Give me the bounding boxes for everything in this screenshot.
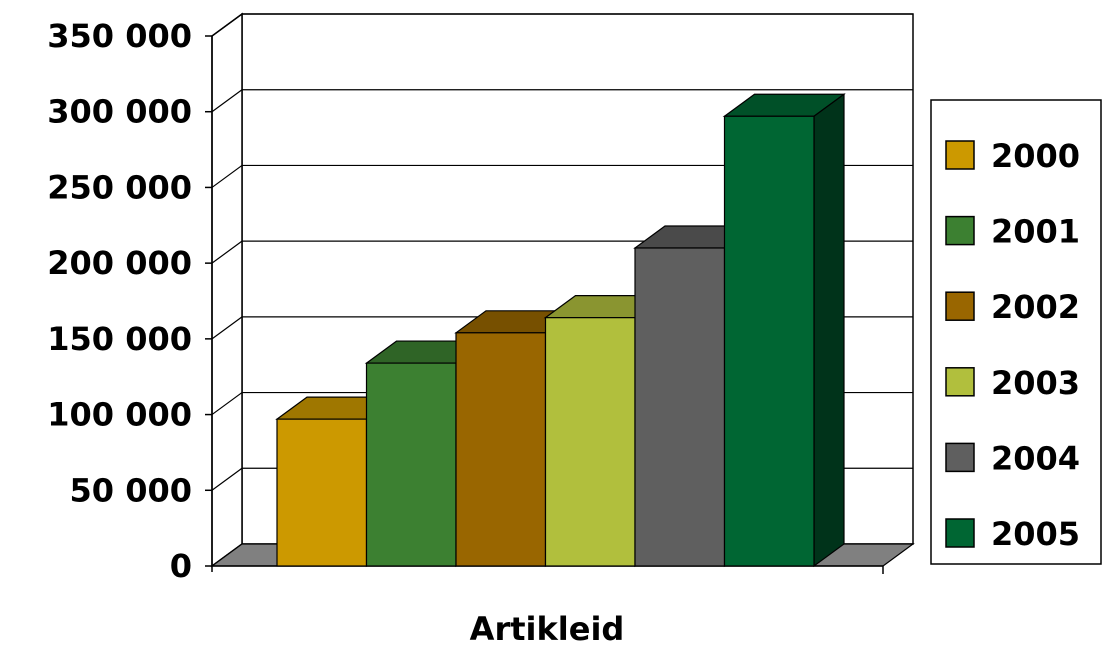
y-tick-labels: 0 50 000 100 000 150 000 200 000 250 000 300 0… (47, 17, 192, 585)
legend-item-2003: 2003 (945, 364, 1080, 402)
legend-swatch (945, 367, 975, 397)
y-tick-label: 350 000 (47, 17, 192, 55)
bar-front (365, 362, 457, 567)
y-tick-label: 200 000 (47, 244, 192, 282)
legend-swatch (945, 291, 975, 321)
legend-label: 2000 (991, 137, 1080, 175)
legend-label: 2002 (991, 288, 1080, 326)
legend-item-2001: 2001 (945, 213, 1080, 251)
bar-front (544, 317, 636, 567)
legend-item-2004: 2004 (945, 439, 1080, 477)
y-tick-label: 300 000 (47, 93, 192, 131)
y-tick-label: 50 000 (70, 471, 192, 509)
bar-side (813, 93, 845, 568)
legend: 2000 2001 2002 2003 2004 2005 (930, 99, 1102, 565)
bar-front (723, 115, 815, 567)
legend-item-2002: 2002 (945, 288, 1080, 326)
x-axis-title: Artikleid (470, 610, 625, 646)
side-wall (211, 12, 243, 568)
bar-front (634, 247, 726, 567)
gridline (211, 13, 913, 37)
legend-item-2000: 2000 (945, 137, 1080, 175)
gridline (211, 164, 913, 188)
bar-2005 (722, 93, 846, 568)
legend-swatch (945, 215, 975, 246)
legend-label: 2003 (991, 364, 1080, 402)
gridline (211, 89, 913, 113)
legend-box (930, 99, 1102, 565)
bar-front (455, 332, 547, 567)
legend-swatch (945, 442, 975, 473)
legend-item-2005: 2005 (945, 515, 1080, 553)
legend-label: 2001 (991, 213, 1080, 251)
y-tick-label: 250 000 (47, 168, 192, 206)
bar-front (276, 418, 368, 567)
legend-label: 2005 (991, 515, 1080, 553)
legend-swatch (945, 518, 975, 548)
bars (275, 93, 846, 568)
y-tick-label: 100 000 (47, 396, 192, 434)
y-tick-label: 150 000 (47, 320, 192, 358)
legend-swatch (945, 140, 975, 170)
y-tick-label: 0 (170, 547, 192, 585)
legend-label: 2004 (991, 439, 1080, 477)
